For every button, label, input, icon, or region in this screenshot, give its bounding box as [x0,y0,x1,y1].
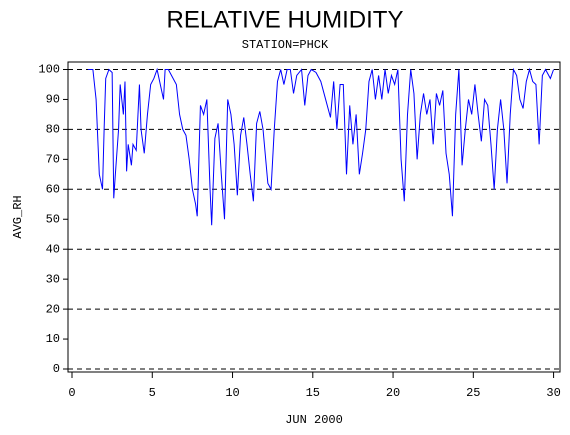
plot-frame [67,61,561,373]
chart-subtitle: STATION=PHCK [242,38,329,52]
x-axis-label: JUN 2000 [285,413,343,427]
y-tick-label: 90 [46,93,60,107]
x-tick-label: 0 [68,386,75,400]
y-axis-label: AVG_RH [11,195,25,238]
x-tick-label: 10 [225,386,239,400]
y-tick-label: 10 [46,332,60,346]
x-tick-label: 25 [466,386,480,400]
x-tick-label: 5 [149,386,156,400]
x-tick-label: 20 [386,386,400,400]
x-tick-label: 30 [546,386,560,400]
x-tick-label: 15 [306,386,320,400]
y-tick-label: 20 [46,302,60,316]
y-tick-label: 80 [46,123,60,137]
y-tick-label: 100 [38,63,60,77]
y-tick-label: 50 [46,212,60,226]
chart-title: RELATIVE HUMIDITY [167,6,404,33]
y-tick-label: 40 [46,242,60,256]
y-tick-label: 70 [46,153,60,167]
y-tick-label: 30 [46,272,60,286]
rh-line [88,67,555,226]
y-tick-label: 60 [46,182,60,196]
y-tick-label: 0 [53,362,60,376]
